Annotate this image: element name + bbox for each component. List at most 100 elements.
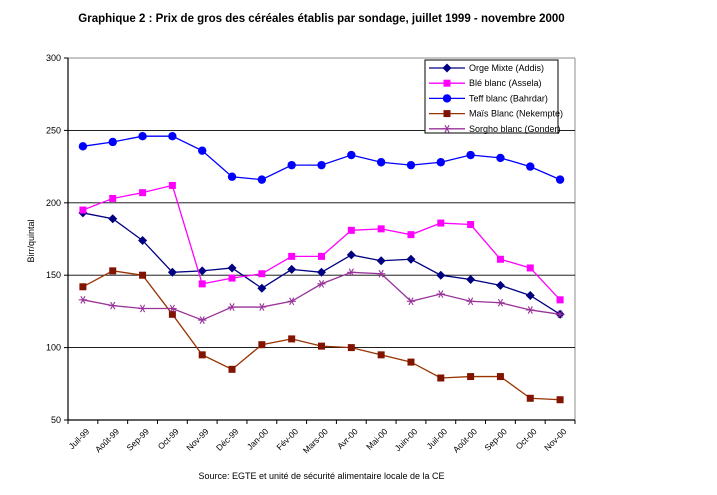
data-point-marker xyxy=(347,268,356,277)
y-axis-title: Birr/quintal xyxy=(26,219,36,262)
data-point-marker xyxy=(168,181,176,189)
x-tick-label: Sep-99 xyxy=(125,426,152,453)
data-point-marker xyxy=(317,160,326,170)
data-point-marker xyxy=(287,160,296,170)
x-tick-label: Oct-99 xyxy=(156,426,181,451)
data-point-marker xyxy=(442,94,452,103)
data-point-marker xyxy=(437,219,445,227)
data-point-marker xyxy=(442,63,452,73)
source-caption: Source: EGTE et unité de sécurité alimen… xyxy=(198,471,445,481)
data-point-marker xyxy=(258,270,266,278)
legend-item: Orge Mixte (Addis) xyxy=(429,63,544,73)
asterisk-stroke xyxy=(527,306,533,314)
data-point-marker xyxy=(228,274,236,282)
data-point-marker xyxy=(109,267,117,275)
data-point-marker xyxy=(443,79,451,87)
data-point-marker xyxy=(555,310,565,319)
legend-item: Teff blanc (Bahrdar) xyxy=(429,93,548,103)
asterisk-stroke xyxy=(318,280,325,288)
data-point-marker xyxy=(556,396,564,404)
asterisk-stroke xyxy=(557,310,563,319)
data-point-marker xyxy=(288,252,296,260)
data-point-marker xyxy=(466,150,475,160)
data-point-marker xyxy=(496,373,504,381)
asterisk-stroke xyxy=(169,304,175,313)
data-point-marker xyxy=(257,175,267,184)
x-tick-label: Nov-00 xyxy=(542,426,569,453)
legend-item: Maïs Blanc (Nekempte) xyxy=(429,109,563,119)
data-point-marker xyxy=(376,269,386,278)
data-point-marker xyxy=(198,280,206,288)
data-point-marker xyxy=(78,295,88,304)
x-tick-label: Fév-00 xyxy=(274,426,300,452)
data-point-marker xyxy=(526,306,535,314)
data-point-marker xyxy=(443,110,451,118)
x-tick-label: Jan-00 xyxy=(245,426,271,452)
data-point-marker xyxy=(496,298,505,307)
data-point-marker xyxy=(168,304,177,313)
data-point-marker xyxy=(138,235,148,245)
data-point-marker xyxy=(109,194,117,202)
data-point-marker xyxy=(467,373,475,381)
data-point-marker xyxy=(467,221,475,229)
data-point-marker xyxy=(317,280,326,288)
data-point-marker xyxy=(138,131,147,141)
x-tick-label: Juil-99 xyxy=(67,426,92,451)
data-point-marker xyxy=(526,394,534,402)
data-point-marker xyxy=(495,280,505,290)
data-point-marker xyxy=(167,267,177,277)
data-point-marker xyxy=(318,342,325,350)
data-point-marker xyxy=(346,250,356,260)
asterisk-stroke xyxy=(289,297,295,306)
data-point-marker xyxy=(79,206,87,214)
asterisk-stroke xyxy=(348,268,354,277)
data-point-marker xyxy=(198,316,207,324)
x-tick-label: Août-00 xyxy=(451,426,479,454)
data-point-marker xyxy=(168,131,177,141)
y-tick-label: 300 xyxy=(46,53,61,63)
asterisk-stroke xyxy=(199,316,205,324)
data-point-marker xyxy=(228,365,236,373)
data-point-marker xyxy=(138,304,147,313)
asterisk-stroke xyxy=(378,269,384,278)
data-point-marker xyxy=(139,189,147,197)
asterisk-stroke xyxy=(468,297,474,306)
x-tick-label: Sep-00 xyxy=(482,426,509,453)
data-point-marker xyxy=(318,252,325,260)
legend-label: Orge Mixte (Addis) xyxy=(469,63,544,73)
asterisk-stroke xyxy=(110,301,116,310)
x-tick-label: Nov-99 xyxy=(184,426,211,453)
x-tick-label: Déc-99 xyxy=(214,426,241,453)
asterisk-stroke xyxy=(438,290,444,298)
data-point-marker xyxy=(287,264,297,274)
y-tick-label: 50 xyxy=(51,415,61,425)
data-point-marker xyxy=(317,267,326,277)
data-point-marker xyxy=(466,297,475,306)
legend-label: Blé blanc (Assela) xyxy=(469,78,542,88)
data-point-marker xyxy=(377,351,385,359)
series-teff-blanc-bahrdar xyxy=(78,131,565,184)
data-point-marker xyxy=(197,266,207,276)
series-sorgho-blanc-gonder xyxy=(78,268,565,324)
legend-item: Sorgho blanc (Gonder) xyxy=(429,124,561,134)
x-tick-label: Août-99 xyxy=(93,426,121,454)
legend-label: Maïs Blanc (Nekempte) xyxy=(469,109,563,119)
data-point-marker xyxy=(287,297,296,306)
data-point-marker xyxy=(526,264,534,272)
data-point-marker xyxy=(376,256,386,266)
data-point-marker xyxy=(258,341,266,349)
series-line xyxy=(82,270,561,401)
data-point-marker xyxy=(227,172,237,181)
data-point-marker xyxy=(78,142,88,151)
asterisk-stroke xyxy=(139,304,146,313)
data-point-marker xyxy=(257,283,267,293)
data-point-marker xyxy=(496,153,505,163)
data-point-marker xyxy=(347,150,356,160)
data-point-marker xyxy=(139,271,147,279)
y-tick-label: 250 xyxy=(46,125,61,135)
x-tick-label: Mai-00 xyxy=(364,426,390,452)
x-tick-label: Juil-00 xyxy=(424,426,449,451)
data-point-marker xyxy=(442,124,452,133)
